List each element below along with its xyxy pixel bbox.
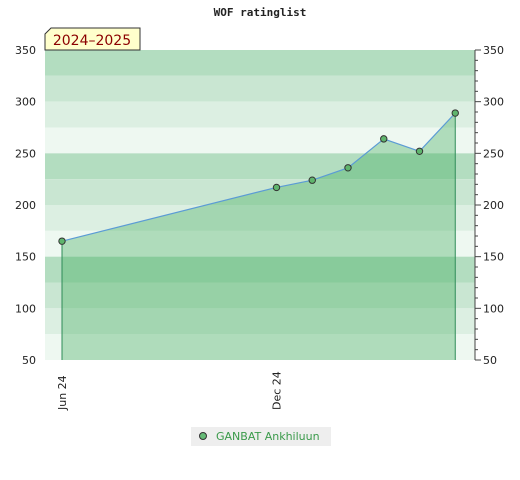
background-band (45, 75, 475, 102)
y-axis-left: 50 100 150 200 250 300 350 (15, 44, 36, 367)
legend-box (191, 427, 331, 446)
data-point (272, 183, 281, 192)
y-tick-label-left: 350 (15, 44, 36, 57)
legend-marker (199, 432, 207, 440)
background-band (45, 230, 475, 257)
background-band (45, 101, 475, 128)
background-band (45, 127, 475, 154)
legend[interactable]: GANBAT Ankhiluun (191, 427, 331, 446)
x-tick-label: Dec 24 (271, 371, 284, 410)
background-band (45, 50, 475, 76)
background-band (45, 153, 475, 180)
data-point (58, 237, 66, 245)
y-tick-label-left: 200 (15, 199, 36, 212)
y-tick-label-right: 200 (483, 199, 504, 212)
season-badge-box (44, 27, 141, 51)
season-badge: 2024–2025 (44, 27, 141, 51)
x-axis: Jun 24 Dec 24 (56, 371, 284, 411)
data-points (58, 109, 459, 245)
data-point (380, 135, 388, 143)
y-tick-label-right: 300 (483, 96, 504, 109)
data-point (308, 176, 316, 184)
y-tick-label-left: 250 (15, 147, 36, 160)
data-point (415, 147, 424, 155)
y-tick-label-right: 250 (483, 147, 504, 160)
x-tick-label: Jun 24 (56, 375, 69, 411)
chart-title: WOF ratinglist (214, 6, 307, 19)
y-tick-label-right: 100 (483, 302, 504, 315)
data-point (344, 164, 352, 172)
background-bands (45, 50, 475, 360)
series-area (62, 113, 456, 360)
y-tick-label-right: 350 (483, 44, 504, 57)
y-tick-label-right: 50 (483, 354, 497, 367)
y-tick-label-left: 50 (22, 354, 36, 367)
background-band (45, 256, 475, 283)
legend-label: GANBAT Ankhiluun (216, 430, 320, 443)
data-point (451, 109, 459, 117)
y-axis-right: 50 100 150 200 250 300 350 (474, 44, 504, 367)
background-band (45, 334, 475, 360)
background-band (45, 282, 475, 309)
season-badge-label: 2024–2025 (53, 33, 131, 49)
y-tick-label-right: 150 (483, 251, 504, 264)
background-band (45, 205, 475, 231)
y-tick-label-left: 150 (15, 251, 36, 264)
y-tick-label-left: 300 (15, 96, 36, 109)
background-band (45, 308, 475, 335)
y-tick-label-left: 100 (15, 302, 36, 315)
